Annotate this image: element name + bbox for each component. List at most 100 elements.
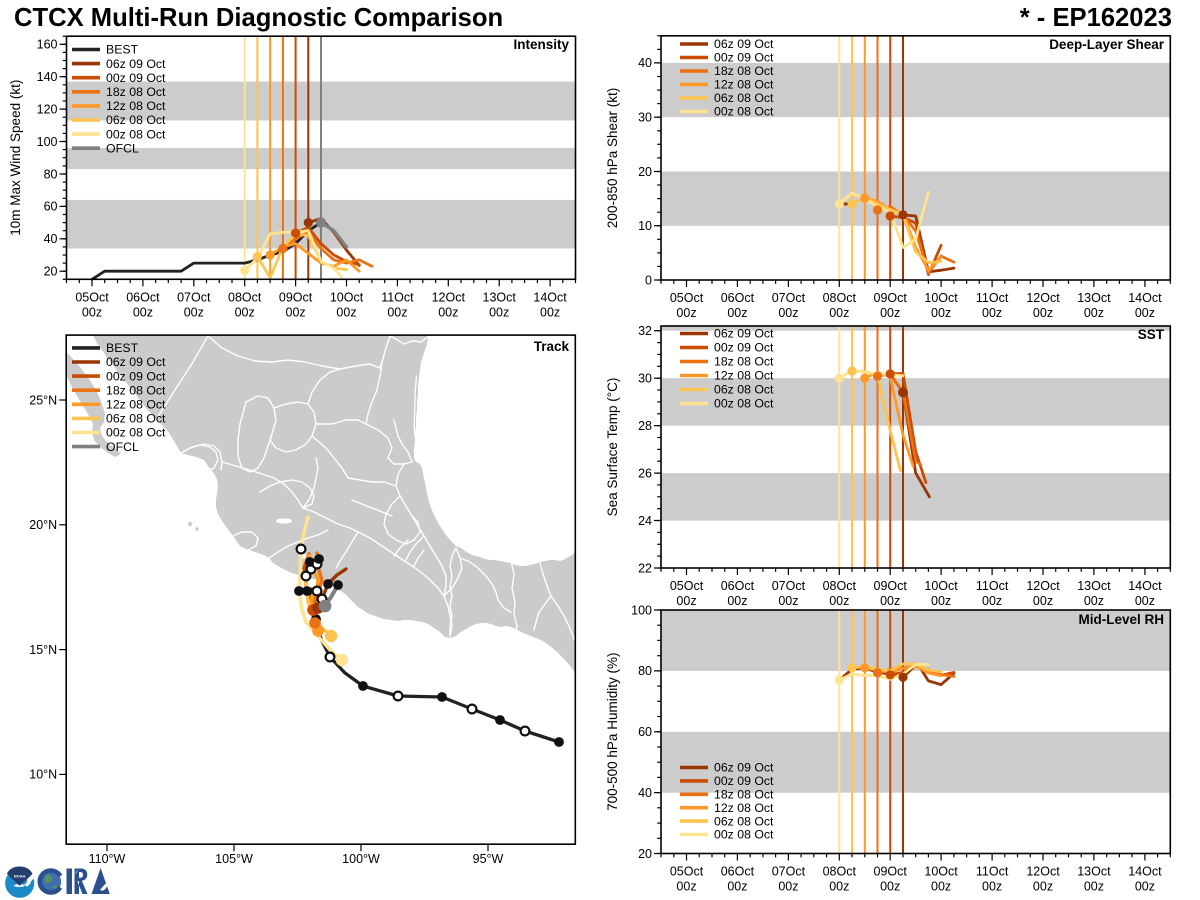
svg-text:14Oct: 14Oct [1128, 865, 1162, 879]
svg-text:00z: 00z [982, 594, 1002, 608]
svg-text:12z 08 Oct: 12z 08 Oct [714, 369, 774, 383]
svg-text:20: 20 [638, 165, 652, 179]
svg-text:05Oct: 05Oct [670, 865, 704, 879]
svg-text:14Oct: 14Oct [533, 290, 567, 304]
svg-text:07Oct: 07Oct [772, 291, 806, 305]
svg-text:00z: 00z [489, 305, 509, 319]
svg-text:18z 08 Oct: 18z 08 Oct [106, 85, 166, 99]
svg-text:00z 09 Oct: 00z 09 Oct [106, 71, 166, 85]
svg-text:00z: 00z [540, 305, 560, 319]
svg-text:CTCX Multi-Run Diagnostic Comp: CTCX Multi-Run Diagnostic Comparison [14, 4, 503, 32]
svg-text:10: 10 [638, 219, 652, 233]
svg-text:BEST: BEST [106, 341, 139, 355]
svg-text:11Oct: 11Oct [976, 865, 1009, 879]
svg-text:60: 60 [44, 200, 58, 214]
svg-text:00z: 00z [82, 305, 102, 319]
svg-text:06z 08 Oct: 06z 08 Oct [106, 113, 166, 127]
svg-text:13Oct: 13Oct [1077, 291, 1111, 305]
svg-text:00z: 00z [235, 305, 255, 319]
svg-text:SST: SST [1138, 327, 1165, 342]
svg-text:200-850 hPa Shear (kt): 200-850 hPa Shear (kt) [605, 88, 620, 228]
svg-text:06z 08 Oct: 06z 08 Oct [106, 412, 166, 426]
svg-text:80: 80 [638, 664, 652, 678]
svg-text:100: 100 [631, 603, 652, 617]
svg-text:40: 40 [638, 56, 652, 70]
svg-text:10°N: 10°N [29, 768, 57, 782]
svg-text:00z 08 Oct: 00z 08 Oct [106, 426, 166, 440]
svg-text:10Oct: 10Oct [924, 865, 958, 879]
svg-text:00z: 00z [1033, 880, 1053, 894]
svg-text:06Oct: 06Oct [126, 290, 160, 304]
svg-text:00z: 00z [931, 880, 951, 894]
svg-text:* - EP162023: * - EP162023 [1020, 4, 1172, 32]
svg-text:26: 26 [638, 466, 652, 480]
svg-text:24: 24 [638, 514, 652, 528]
svg-text:12Oct: 12Oct [1026, 865, 1060, 879]
svg-text:05Oct: 05Oct [670, 291, 704, 305]
svg-text:00z: 00z [1135, 306, 1155, 320]
svg-text:700-500 hPa Humidity (%): 700-500 hPa Humidity (%) [605, 653, 620, 811]
svg-text:06Oct: 06Oct [721, 291, 755, 305]
svg-text:18z 08 Oct: 18z 08 Oct [714, 64, 774, 78]
svg-text:12z 08 Oct: 12z 08 Oct [106, 398, 166, 412]
svg-text:08Oct: 08Oct [823, 579, 857, 593]
svg-text:12z 08 Oct: 12z 08 Oct [714, 801, 774, 815]
svg-text:00z: 00z [184, 305, 204, 319]
svg-text:Intensity: Intensity [513, 37, 569, 52]
svg-text:12z 08 Oct: 12z 08 Oct [106, 99, 166, 113]
svg-text:18z 08 Oct: 18z 08 Oct [106, 383, 166, 397]
svg-text:06z 08 Oct: 06z 08 Oct [714, 91, 774, 105]
svg-text:11Oct: 11Oct [976, 579, 1009, 593]
svg-text:00z: 00z [829, 880, 849, 894]
svg-text:15°N: 15°N [29, 643, 57, 657]
svg-text:18z 08 Oct: 18z 08 Oct [714, 355, 774, 369]
svg-text:11Oct: 11Oct [976, 291, 1009, 305]
svg-text:28: 28 [638, 419, 652, 433]
svg-text:00z: 00z [778, 306, 798, 320]
svg-text:105°W: 105°W [215, 852, 253, 866]
svg-text:09Oct: 09Oct [874, 291, 908, 305]
svg-text:40: 40 [44, 232, 58, 246]
svg-text:00z: 00z [1135, 880, 1155, 894]
svg-text:00z 09 Oct: 00z 09 Oct [714, 774, 774, 788]
svg-text:08Oct: 08Oct [823, 865, 857, 879]
svg-text:Track: Track [534, 339, 570, 354]
svg-text:12Oct: 12Oct [1026, 579, 1060, 593]
svg-text:10Oct: 10Oct [924, 291, 958, 305]
svg-text:11Oct: 11Oct [381, 290, 414, 304]
svg-text:00z: 00z [387, 305, 407, 319]
svg-text:06z 08 Oct: 06z 08 Oct [714, 383, 774, 397]
svg-text:OFCL: OFCL [106, 141, 139, 155]
svg-text:30: 30 [638, 111, 652, 125]
svg-text:07Oct: 07Oct [177, 290, 211, 304]
svg-text:00z: 00z [880, 306, 900, 320]
svg-text:00z: 00z [829, 594, 849, 608]
svg-text:00z: 00z [931, 306, 951, 320]
svg-text:05Oct: 05Oct [75, 290, 109, 304]
svg-text:10Oct: 10Oct [330, 290, 364, 304]
svg-text:95°W: 95°W [473, 852, 504, 866]
svg-text:08Oct: 08Oct [823, 291, 857, 305]
svg-text:13Oct: 13Oct [1077, 579, 1111, 593]
svg-text:08Oct: 08Oct [228, 290, 262, 304]
svg-text:00z 08 Oct: 00z 08 Oct [714, 105, 774, 119]
svg-text:20°N: 20°N [29, 518, 57, 532]
svg-text:13Oct: 13Oct [483, 290, 517, 304]
svg-text:140: 140 [37, 70, 58, 84]
svg-text:00z: 00z [829, 306, 849, 320]
svg-text:110°W: 110°W [89, 852, 126, 866]
svg-text:20: 20 [638, 847, 652, 861]
svg-text:00z 08 Oct: 00z 08 Oct [106, 127, 166, 141]
svg-text:80: 80 [44, 167, 58, 181]
svg-text:10Oct: 10Oct [924, 579, 958, 593]
svg-text:160: 160 [37, 38, 58, 52]
svg-text:00z: 00z [1033, 306, 1053, 320]
svg-text:00z: 00z [1084, 306, 1104, 320]
svg-text:12Oct: 12Oct [1026, 291, 1060, 305]
svg-text:22: 22 [638, 561, 652, 575]
svg-text:00z 09 Oct: 00z 09 Oct [714, 51, 774, 65]
svg-text:06Oct: 06Oct [721, 865, 755, 879]
svg-text:09Oct: 09Oct [874, 579, 908, 593]
svg-text:00z: 00z [880, 880, 900, 894]
svg-text:06z 08 Oct: 06z 08 Oct [714, 814, 774, 828]
